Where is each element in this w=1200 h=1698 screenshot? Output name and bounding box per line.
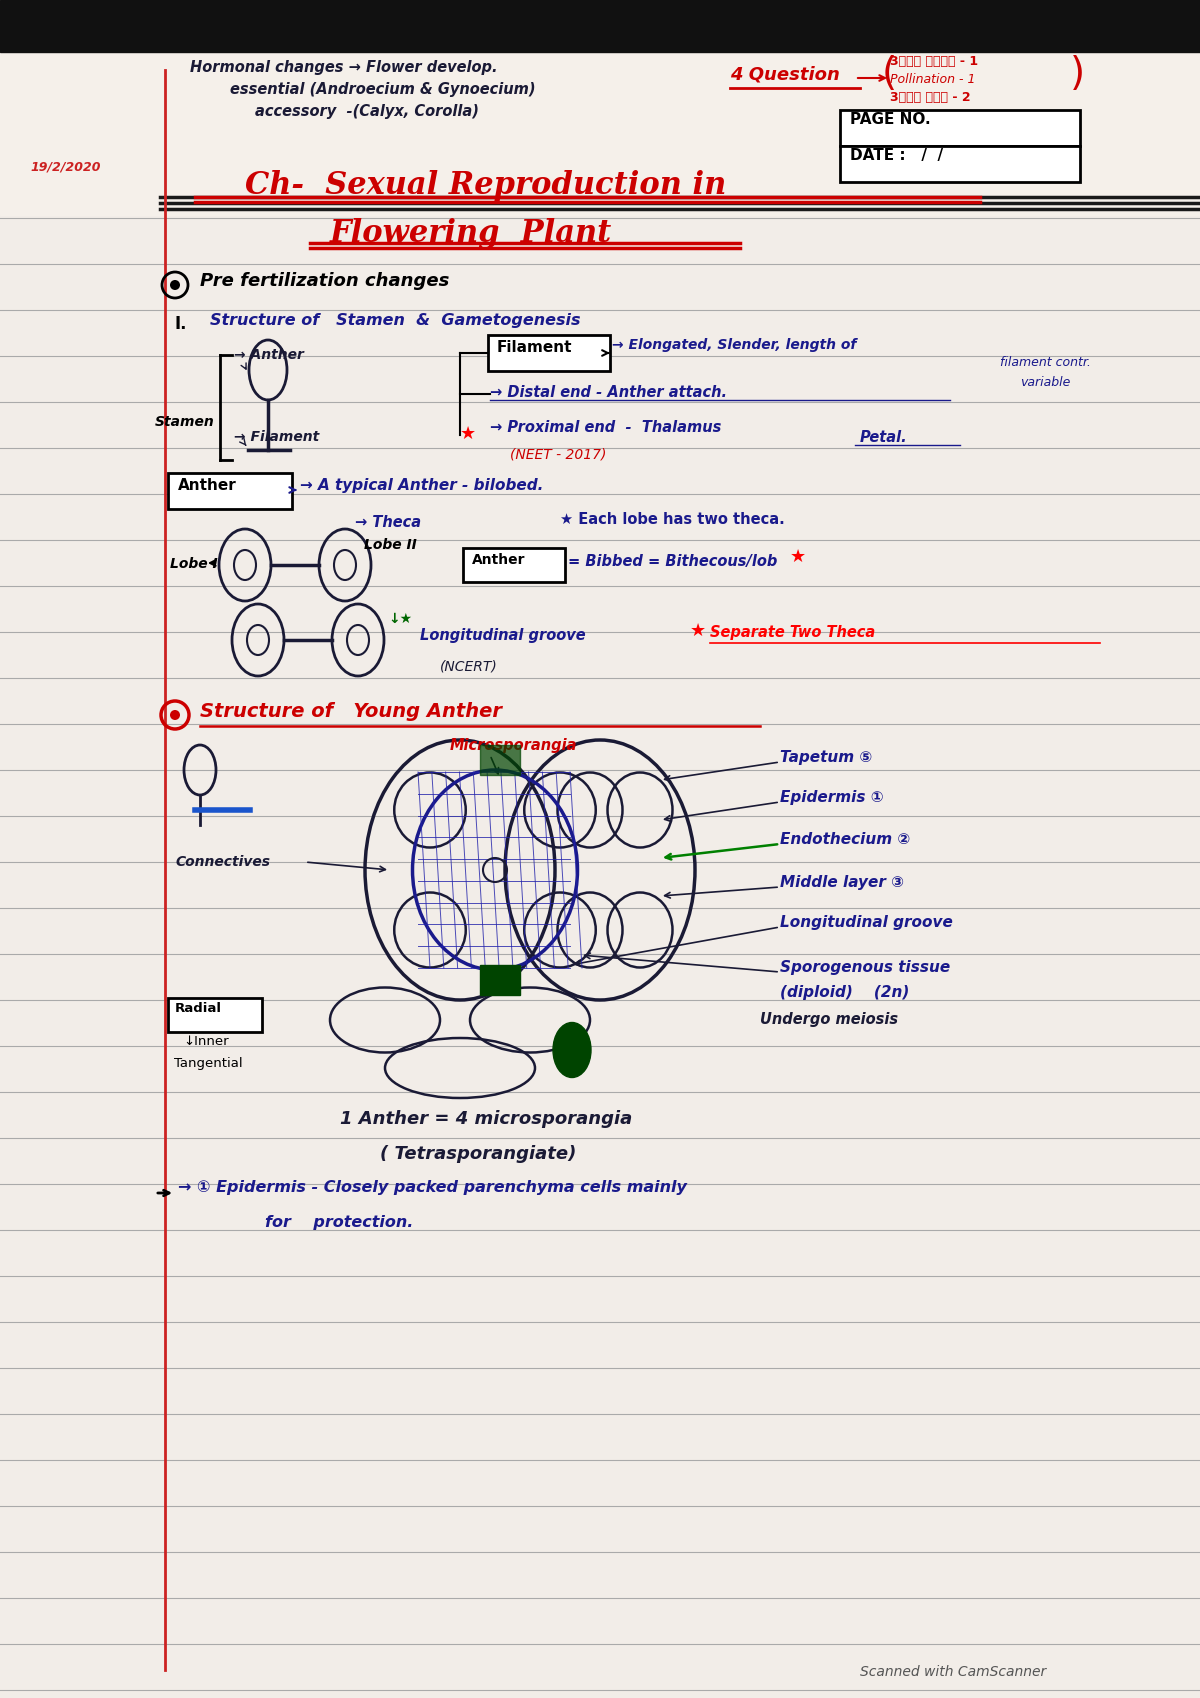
Text: Petal.: Petal.: [860, 430, 907, 445]
Text: Stamen: Stamen: [155, 414, 215, 430]
Bar: [0, 49, 1200, 216]
Text: (NEET - 2017): (NEET - 2017): [510, 447, 606, 460]
Text: 19/2/2020: 19/2/2020: [30, 160, 101, 173]
Text: Anther: Anther: [472, 554, 526, 567]
Text: ( Tetrasporangiate): ( Tetrasporangiate): [380, 1144, 576, 1163]
Text: DATE :   /  /: DATE : / /: [850, 148, 943, 163]
Text: Sporogenous tissue: Sporogenous tissue: [780, 959, 950, 975]
Text: accessory  -(Calyx, Corolla): accessory -(Calyx, Corolla): [256, 104, 479, 119]
Text: → Distal end - Anther attach.: → Distal end - Anther attach.: [490, 385, 727, 401]
Text: (diploid)    (2n): (diploid) (2n): [780, 985, 910, 1000]
Text: → Theca: → Theca: [355, 514, 421, 530]
Text: ★: ★: [460, 424, 476, 443]
Text: Radial: Radial: [175, 1002, 222, 1015]
FancyBboxPatch shape: [168, 474, 292, 509]
Text: Filament: Filament: [497, 340, 572, 355]
Text: ★: ★: [690, 621, 706, 640]
Text: ★: ★: [790, 548, 806, 565]
Text: = Bibbed = Bithecous/lob: = Bibbed = Bithecous/lob: [568, 554, 778, 569]
Bar: [0, 0, 1200, 53]
Text: for    protection.: for protection.: [265, 1216, 413, 1229]
Text: Epidermis ①: Epidermis ①: [780, 790, 883, 805]
Text: → Proximal end  -  Thalamus: → Proximal end - Thalamus: [490, 419, 721, 435]
Text: Structure of   Stamen  &  Gametogenesis: Structure of Stamen & Gametogenesis: [210, 312, 581, 328]
Text: Pollination - 1: Pollination - 1: [890, 73, 976, 87]
Text: ): ): [1070, 54, 1085, 93]
Text: essential (Androecium & Gynoecium): essential (Androecium & Gynoecium): [230, 82, 535, 97]
Text: Anther: Anther: [178, 479, 236, 492]
Text: → Anther: → Anther: [234, 348, 304, 362]
Text: Lobe I: Lobe I: [170, 557, 217, 571]
Text: → A typical Anther - bilobed.: → A typical Anther - bilobed.: [300, 479, 544, 492]
Text: I.: I.: [175, 316, 187, 333]
Text: Connectives: Connectives: [175, 856, 270, 869]
Text: (: (: [882, 54, 898, 93]
Text: (NCERT): (NCERT): [440, 661, 498, 674]
Circle shape: [170, 280, 180, 290]
Text: ↓★: ↓★: [388, 611, 412, 627]
Ellipse shape: [553, 1022, 592, 1078]
Text: 4 Question: 4 Question: [730, 65, 840, 83]
Text: Endothecium ②: Endothecium ②: [780, 832, 911, 847]
Text: Structure of   Young Anther: Structure of Young Anther: [200, 701, 502, 722]
Text: 1 Anther = 4 microsporangia: 1 Anther = 4 microsporangia: [340, 1110, 632, 1127]
Circle shape: [170, 710, 180, 720]
Text: 3नेक पढें - 1: 3नेक पढें - 1: [890, 54, 978, 68]
Text: PAGE NO.: PAGE NO.: [850, 112, 931, 127]
Text: ★ Each lobe has two theca.: ★ Each lobe has two theca.: [560, 513, 785, 526]
Text: Ch-  Sexual Reproduction in: Ch- Sexual Reproduction in: [245, 170, 726, 200]
Text: Tapetum ⑤: Tapetum ⑤: [780, 751, 872, 766]
Text: 3नेक भाग - 2: 3नेक भाग - 2: [890, 92, 971, 104]
Text: Tangential: Tangential: [174, 1056, 242, 1070]
Text: Scanned with CamScanner: Scanned with CamScanner: [860, 1666, 1046, 1679]
Bar: [480, 745, 520, 774]
Text: Middle layer ③: Middle layer ③: [780, 874, 904, 890]
FancyBboxPatch shape: [840, 146, 1080, 182]
Text: → Filament: → Filament: [234, 430, 319, 443]
Text: variable: variable: [1020, 375, 1070, 389]
Text: Undergo meiosis: Undergo meiosis: [760, 1012, 898, 1027]
Text: filament contr.: filament contr.: [1000, 357, 1091, 368]
Text: Hormonal changes → Flower develop.: Hormonal changes → Flower develop.: [190, 59, 498, 75]
Text: Separate Two Theca: Separate Two Theca: [710, 625, 875, 640]
Text: Flowering  Plant: Flowering Plant: [330, 217, 612, 250]
Text: → Elongated, Slender, length of: → Elongated, Slender, length of: [612, 338, 857, 351]
FancyBboxPatch shape: [463, 548, 565, 582]
FancyBboxPatch shape: [840, 110, 1080, 146]
Text: ↓Inner: ↓Inner: [182, 1036, 229, 1048]
FancyBboxPatch shape: [168, 998, 262, 1032]
Text: Longitudinal groove: Longitudinal groove: [780, 915, 953, 931]
Text: Lobe II: Lobe II: [364, 538, 416, 552]
Text: Microsporangia: Microsporangia: [450, 739, 577, 752]
Text: Longitudinal groove: Longitudinal groove: [420, 628, 586, 644]
Text: → ① Epidermis - Closely packed parenchyma cells mainly: → ① Epidermis - Closely packed parenchym…: [178, 1180, 686, 1195]
Bar: [480, 964, 520, 995]
Text: Pre fertilization changes: Pre fertilization changes: [200, 272, 449, 290]
FancyBboxPatch shape: [488, 335, 610, 370]
